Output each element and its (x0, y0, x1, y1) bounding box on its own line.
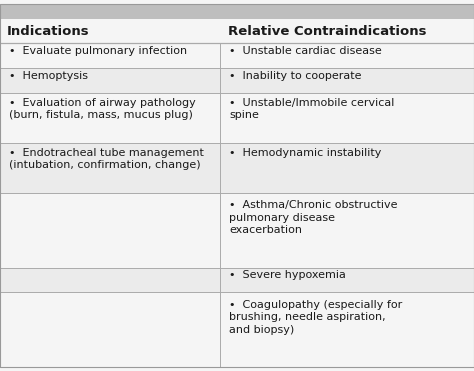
Bar (0, 19, 474, 43)
Bar (0, 292, 474, 367)
Bar (0, 93, 474, 143)
Bar (0, 4, 474, 19)
Text: •  Unstable cardiac disease: • Unstable cardiac disease (229, 46, 382, 56)
Bar (0, 143, 474, 193)
Bar (0, 267, 474, 292)
Text: •  Asthma/Chronic obstructive
pulmonary disease
exacerbation: • Asthma/Chronic obstructive pulmonary d… (229, 200, 397, 235)
Text: Indications: Indications (7, 25, 90, 38)
Text: •  Hemodynamic instability: • Hemodynamic instability (229, 148, 381, 158)
Text: •  Evaluation of airway pathology
(burn, fistula, mass, mucus plug): • Evaluation of airway pathology (burn, … (9, 98, 195, 120)
Text: •  Severe hypoxemia: • Severe hypoxemia (229, 270, 346, 280)
Text: •  Endotracheal tube management
(intubation, confirmation, change): • Endotracheal tube management (intubati… (9, 148, 203, 170)
Text: •  Inability to cooperate: • Inability to cooperate (229, 70, 362, 81)
Text: •  Hemoptysis: • Hemoptysis (9, 70, 88, 81)
Text: •  Coagulopathy (especially for
brushing, needle aspiration,
and biopsy): • Coagulopathy (especially for brushing,… (229, 300, 402, 335)
Text: •  Unstable/Immobile cervical
spine: • Unstable/Immobile cervical spine (229, 98, 394, 120)
Text: Relative Contraindications: Relative Contraindications (228, 25, 426, 38)
Text: •  Evaluate pulmonary infection: • Evaluate pulmonary infection (9, 46, 187, 56)
Bar (0, 193, 474, 267)
Bar (0, 43, 474, 68)
Bar (0, 68, 474, 93)
